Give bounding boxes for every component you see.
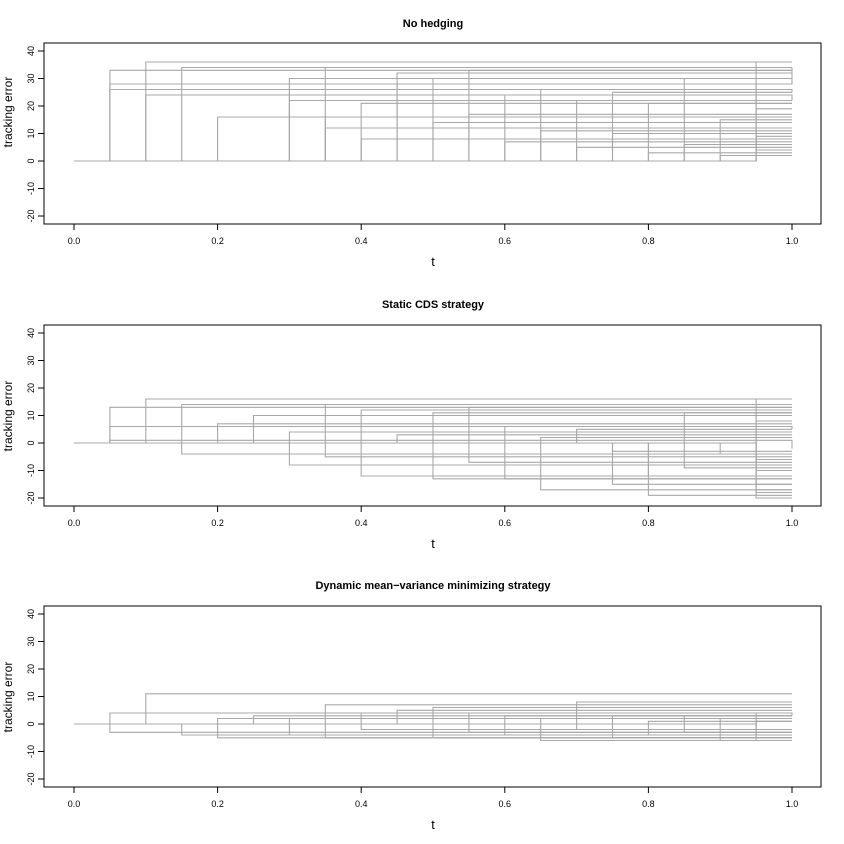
y-axis-label: tracking error — [1, 77, 15, 148]
x-axis-label: t — [431, 817, 435, 832]
y-tick-label: 20 — [26, 101, 36, 111]
plot-frame — [43, 605, 822, 788]
y-tick-label: -10 — [26, 182, 36, 195]
y-tick-label: 30 — [26, 355, 36, 365]
x-tick-label: 0.4 — [355, 236, 368, 246]
chart-title: Dynamic mean−variance minimizing strateg… — [315, 580, 551, 592]
y-tick-label: -20 — [26, 209, 36, 222]
series-line — [74, 149, 792, 162]
y-tick-label: 40 — [26, 609, 36, 619]
x-axis: 0.0 0.2 0.4 0.6 0.8 1.0 — [68, 223, 799, 246]
x-tick-label: 1.0 — [786, 518, 799, 528]
y-tick-label: 0 — [26, 440, 36, 445]
plot-area — [74, 61, 793, 162]
x-tick-label: 0.0 — [68, 799, 81, 809]
y-tick-label: 0 — [26, 158, 36, 163]
y-tick-label: 20 — [26, 664, 36, 674]
y-tick-label: 10 — [26, 128, 36, 138]
x-tick-label: 1.0 — [786, 799, 799, 809]
y-axis: -20 -10 0 10 20 30 40 — [26, 609, 45, 786]
x-tick-label: 0.6 — [499, 799, 512, 809]
y-tick-label: 40 — [26, 46, 36, 56]
x-tick-label: 0.4 — [355, 518, 368, 528]
x-tick-label: 1.0 — [786, 236, 799, 246]
panel-static-cds: Static CDS strategy tracking error t 0.0… — [1, 299, 822, 551]
chart-title: No hedging — [403, 18, 464, 30]
plot-area — [74, 693, 793, 742]
y-axis: -20 -10 0 10 20 30 40 — [26, 328, 45, 505]
panel-dynamic-mean-variance: Dynamic mean−variance minimizing strateg… — [1, 580, 822, 832]
plot-frame — [43, 42, 822, 225]
x-tick-label: 0.6 — [499, 236, 512, 246]
x-tick-label: 0.8 — [642, 236, 655, 246]
y-tick-label: 30 — [26, 636, 36, 646]
y-tick-label: 20 — [26, 383, 36, 393]
x-tick-label: 0.2 — [211, 236, 224, 246]
x-tick-label: 0.6 — [499, 518, 512, 528]
y-tick-label: -10 — [26, 464, 36, 477]
y-tick-label: 40 — [26, 328, 36, 338]
y-tick-label: -10 — [26, 745, 36, 758]
x-axis-label: t — [431, 254, 435, 269]
y-tick-label: 10 — [26, 410, 36, 420]
chart-title: Static CDS strategy — [382, 299, 485, 311]
y-tick-label: 0 — [26, 721, 36, 726]
x-tick-label: 0.0 — [68, 518, 81, 528]
series-line — [74, 442, 792, 461]
y-axis: -20 -10 0 10 20 30 40 — [26, 46, 45, 223]
x-axis: 0.0 0.2 0.4 0.6 0.8 1.0 — [68, 505, 799, 528]
x-axis: 0.0 0.2 0.4 0.6 0.8 1.0 — [68, 786, 799, 809]
x-tick-label: 0.0 — [68, 236, 81, 246]
y-tick-label: -20 — [26, 772, 36, 785]
x-tick-label: 0.8 — [642, 518, 655, 528]
plot-frame — [43, 324, 822, 507]
y-axis-label: tracking error — [1, 381, 15, 452]
x-tick-label: 0.2 — [211, 518, 224, 528]
y-tick-label: 10 — [26, 691, 36, 701]
y-tick-label: -20 — [26, 491, 36, 504]
x-tick-label: 0.8 — [642, 799, 655, 809]
x-axis-label: t — [431, 536, 435, 551]
y-axis-label: tracking error — [1, 662, 15, 733]
series-line — [74, 717, 792, 725]
plot-area — [74, 398, 793, 499]
panel-no-hedging: No hedging tracking error t 0.0 0.2 0.4 0.6… — [1, 18, 822, 269]
x-tick-label: 0.2 — [211, 799, 224, 809]
x-tick-label: 0.4 — [355, 799, 368, 809]
y-tick-label: 30 — [26, 73, 36, 83]
